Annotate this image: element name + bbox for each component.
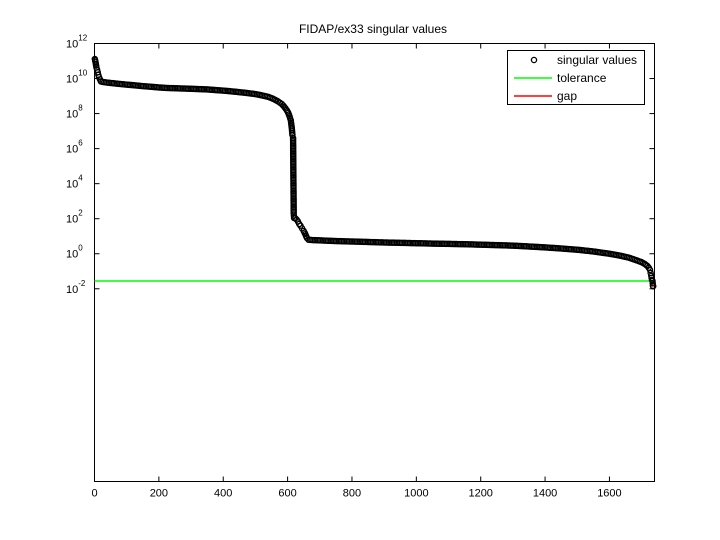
x-tick-label: 200 [150, 488, 168, 500]
y-tick-base: 10 [66, 249, 78, 261]
x-axis: 0 200 400 600 800 1000 1200 1400 1600 [91, 43, 622, 500]
y-tick-label: 1010 [66, 69, 88, 86]
y-tick-label: 106 [66, 139, 83, 156]
y-tick-exponent: 6 [78, 139, 83, 148]
y-tick-exponent: 2 [78, 209, 83, 218]
x-tick-label: 1600 [597, 488, 621, 500]
chart-title: FIDAP/ex33 singular values [299, 22, 447, 36]
x-tick-label: 1400 [533, 488, 557, 500]
x-tick-label: 1200 [468, 488, 492, 500]
x-tick-label: 1000 [404, 488, 428, 500]
x-tick-label: 800 [343, 488, 361, 500]
plot-area-frame [94, 43, 655, 482]
y-tick-base: 10 [66, 74, 78, 86]
y-tick-exponent: 10 [78, 69, 87, 78]
y-tick-label: 100 [66, 244, 83, 261]
y-tick-label: 10-2 [66, 279, 86, 296]
data-point [646, 266, 654, 274]
y-tick-base: 10 [66, 109, 78, 121]
y-tick-base: 10 [66, 39, 78, 51]
y-tick-base: 10 [66, 144, 78, 156]
legend-label-gap: gap [557, 89, 577, 103]
y-tick-label: 1012 [66, 34, 88, 51]
y-tick-label: 102 [66, 209, 83, 226]
legend-marker-singular-values [530, 56, 538, 64]
y-tick-base: 10 [66, 284, 78, 296]
singular-values-series [91, 55, 657, 290]
data-point [649, 282, 657, 290]
y-tick-exponent: 4 [78, 174, 83, 183]
y-tick-exponent: 0 [78, 244, 83, 253]
y-tick-exponent: 12 [78, 34, 87, 43]
y-tick-base: 10 [66, 179, 78, 191]
x-tick-label: 600 [278, 488, 296, 500]
x-tick-label: 400 [214, 488, 232, 500]
x-tick-label: 0 [91, 488, 97, 500]
legend-label-tolerance: tolerance [557, 71, 607, 85]
legend: singular values tolerance gap [507, 50, 645, 105]
y-tick-base: 10 [66, 214, 78, 226]
legend-label-singular-values: singular values [557, 53, 637, 67]
y-tick-label: 104 [66, 174, 83, 191]
y-tick-label: 108 [66, 104, 83, 121]
y-tick-exponent: -2 [78, 279, 86, 288]
data-point [649, 280, 656, 287]
y-tick-exponent: 8 [78, 104, 83, 113]
